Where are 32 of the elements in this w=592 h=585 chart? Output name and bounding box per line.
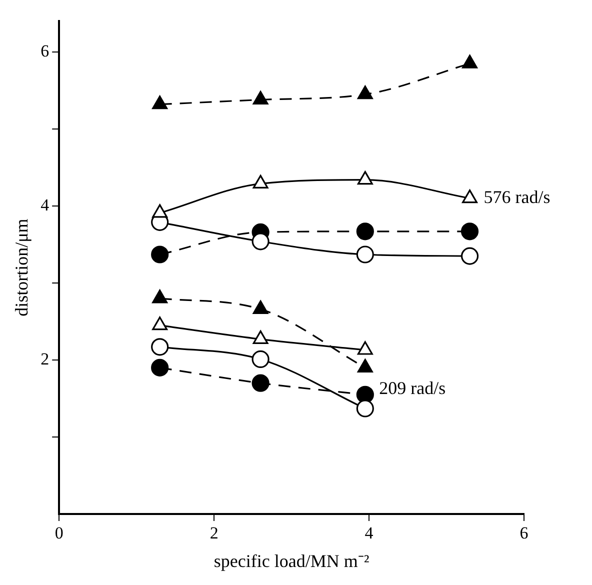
point [152, 290, 168, 304]
y-tick-label: 2 [40, 349, 50, 368]
point [151, 358, 169, 376]
x-axis-title: specific load/MN m⁻² [214, 550, 370, 571]
point [252, 350, 270, 368]
point [152, 204, 168, 218]
x-tick-label: 6 [520, 524, 528, 543]
y-tick-label: 4 [40, 195, 50, 214]
point [252, 174, 268, 188]
point [357, 171, 373, 185]
point [357, 86, 373, 100]
x-tick-label: 0 [54, 524, 64, 543]
point [152, 96, 168, 110]
point [252, 232, 270, 250]
y-tick-label: 6 [40, 41, 50, 60]
x-tick-label: 2 [210, 524, 218, 543]
x-tick-label: 4 [364, 524, 374, 543]
point [252, 374, 270, 392]
point [460, 222, 479, 240]
point [460, 247, 479, 265]
point [462, 54, 478, 68]
point [462, 190, 478, 204]
point [356, 400, 374, 418]
point [356, 246, 374, 264]
y-axis-title: distortion/μm [12, 218, 32, 316]
point [151, 338, 169, 356]
point [152, 316, 168, 330]
point [151, 246, 169, 264]
point [252, 90, 268, 105]
annotation: 576 rad/s [484, 187, 550, 208]
point [356, 222, 374, 240]
annotation: 209 rad/s [379, 378, 446, 398]
